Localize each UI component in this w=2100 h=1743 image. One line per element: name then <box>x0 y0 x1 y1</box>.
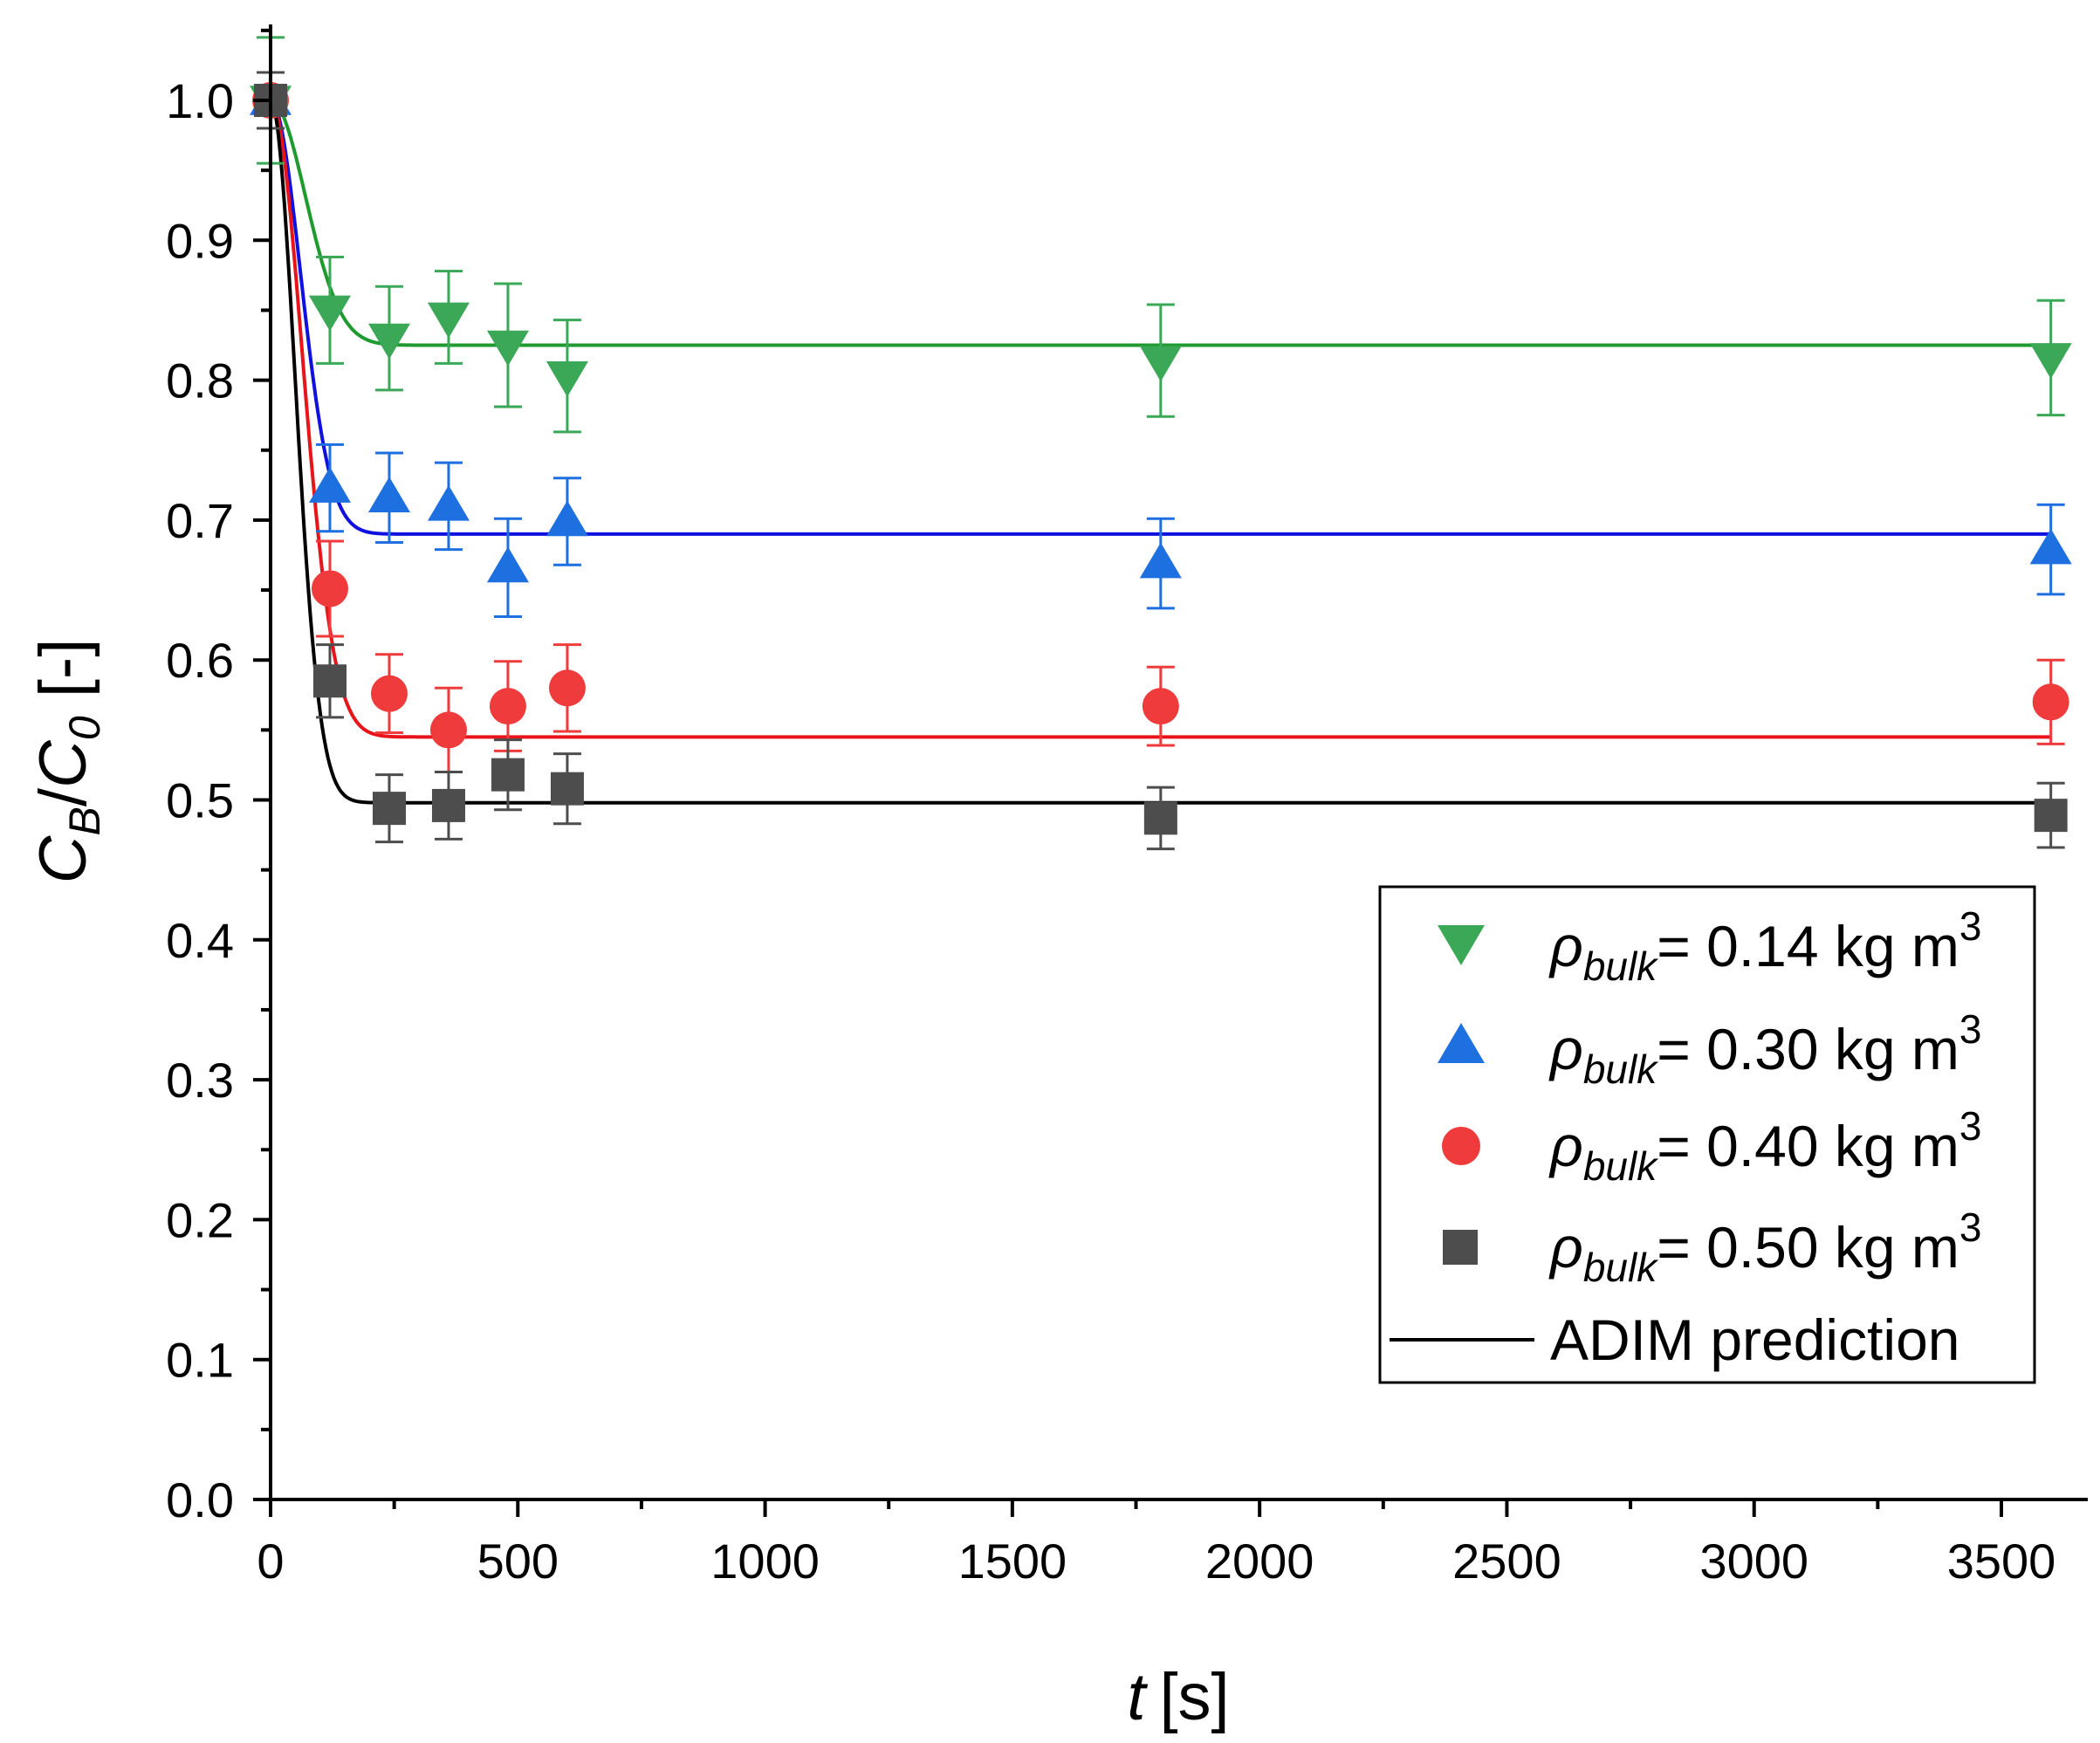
fit-curve-2 <box>269 99 2051 739</box>
legend-symbol: ρ <box>1548 1017 1583 1081</box>
axes <box>269 24 2088 1501</box>
legend-label: = 0.50 kg m <box>1657 1215 1959 1280</box>
data-point-triangle-up <box>486 546 529 583</box>
y-tick-label: 0.8 <box>166 353 234 408</box>
legend-subscript: bulk <box>1583 944 1658 989</box>
y-tick-label: 0.5 <box>166 773 234 828</box>
data-point-circle <box>1142 688 1179 725</box>
data-point-circle <box>548 669 586 707</box>
data-point-triangle-up <box>546 500 588 537</box>
legend-subscript: bulk <box>1583 1046 1658 1092</box>
data-point-triangle-down <box>2029 343 2072 379</box>
data-point-square <box>1143 801 1177 835</box>
legend-superscript: 3 <box>1959 1103 1982 1149</box>
x-tick-label: 1000 <box>710 1534 820 1589</box>
data-point-circle <box>489 688 526 725</box>
data-point-triangle-down <box>308 295 351 332</box>
svg-text:ρbulk= 0.14 kg m3: ρbulk= 0.14 kg m3 <box>1548 903 1982 989</box>
svg-text:ρbulk= 0.40 kg m3: ρbulk= 0.40 kg m3 <box>1548 1103 1982 1189</box>
legend-marker-triangle-down <box>1438 925 1485 965</box>
x-axis-title: t [s] <box>1127 1660 1229 1734</box>
legend-superscript: 3 <box>1959 1204 1982 1250</box>
y-tick-label: 0.3 <box>166 1053 234 1108</box>
legend-box <box>1378 885 2036 1384</box>
data-point-triangle-up <box>427 484 470 521</box>
y-tick-label: 0.1 <box>166 1333 234 1388</box>
legend-marker-circle <box>1442 1127 1480 1165</box>
data-point-square <box>491 758 525 792</box>
data-point-square <box>312 664 347 698</box>
legend-entry-3: ρbulk= 0.50 kg m3 <box>1443 1204 1982 1290</box>
y-tick-label: 0.6 <box>166 633 234 688</box>
legend-entry-0: ρbulk= 0.14 kg m3 <box>1438 903 1982 989</box>
y-tick-label: 0.0 <box>166 1472 234 1527</box>
data-markers <box>250 79 2072 835</box>
data-point-square <box>550 772 584 806</box>
data-point-triangle-up <box>367 477 410 513</box>
data-point-square <box>431 788 465 822</box>
legend: ρbulk= 0.14 kg m3 ρbulk= 0.30 kg m3 ρbul… <box>1378 885 2036 1384</box>
x-ticks: 0 500 1000 1500 2000 2500 3000 3500 <box>257 1499 2055 1589</box>
data-point-square <box>372 792 406 826</box>
x-tick-label: 2500 <box>1452 1534 1561 1589</box>
data-point-circle <box>311 570 348 607</box>
data-point-circle <box>429 711 467 749</box>
y-tick-label: 0.7 <box>166 493 234 548</box>
y-tick-label: 0.4 <box>166 913 234 968</box>
error-bars <box>257 36 2065 851</box>
x-tick-label: 1500 <box>958 1534 1067 1589</box>
legend-subscript: bulk <box>1583 1143 1658 1189</box>
x-tick-label: 2000 <box>1205 1534 1314 1589</box>
legend-entry-1: ρbulk= 0.30 kg m3 <box>1438 1006 1982 1092</box>
y-tick-label: 1.0 <box>166 73 234 128</box>
legend-superscript: 3 <box>1959 1006 1982 1052</box>
x-tick-label: 3500 <box>1947 1534 2056 1589</box>
legend-label: = 0.30 kg m <box>1657 1017 1959 1081</box>
legend-marker-triangle-up <box>1438 1023 1485 1063</box>
legend-entry-2: ρbulk= 0.40 kg m3 <box>1442 1103 1982 1189</box>
data-point-triangle-up <box>2029 528 2072 565</box>
data-point-triangle-down <box>486 330 529 367</box>
legend-symbol: ρ <box>1548 914 1583 978</box>
svg-text:ρbulk= 0.50 kg m3: ρbulk= 0.50 kg m3 <box>1548 1204 1982 1290</box>
data-point-triangle-up <box>308 467 351 503</box>
legend-subscript: bulk <box>1583 1245 1658 1290</box>
data-point-triangle-down <box>1139 346 1182 382</box>
y-ticks: 0.0 0.1 0.2 0.3 0.4 0.5 0.6 0.7 0.8 0.9 1.0 <box>166 28 271 1527</box>
x-tick-label: 500 <box>477 1534 559 1589</box>
data-point-triangle-up <box>1139 542 1182 579</box>
legend-fit-label: ADIM prediction <box>1550 1307 1960 1372</box>
legend-symbol: ρ <box>1548 1114 1583 1178</box>
data-point-triangle-down <box>367 323 410 360</box>
data-point-square <box>2034 799 2068 833</box>
y-tick-label: 0.2 <box>166 1192 234 1247</box>
x-tick-label: 0 <box>257 1534 284 1589</box>
y-tick-label: 0.9 <box>166 213 234 268</box>
data-point-circle <box>370 675 408 712</box>
x-tick-label: 3000 <box>1699 1534 1808 1589</box>
svg-text:ρbulk= 0.30 kg m3: ρbulk= 0.30 kg m3 <box>1548 1006 1982 1092</box>
data-point-triangle-down <box>427 302 470 339</box>
legend-label: = 0.40 kg m <box>1657 1114 1959 1178</box>
legend-entry-fit: ADIM prediction <box>1390 1307 1960 1372</box>
legend-label: = 0.14 kg m <box>1657 914 1959 978</box>
data-point-triangle-down <box>546 360 588 397</box>
y-axis-title: CB/C0 [-] <box>26 639 109 884</box>
legend-symbol: ρ <box>1548 1215 1583 1280</box>
data-point-circle <box>2032 683 2069 721</box>
legend-superscript: 3 <box>1959 903 1982 949</box>
legend-marker-square <box>1443 1230 1478 1265</box>
